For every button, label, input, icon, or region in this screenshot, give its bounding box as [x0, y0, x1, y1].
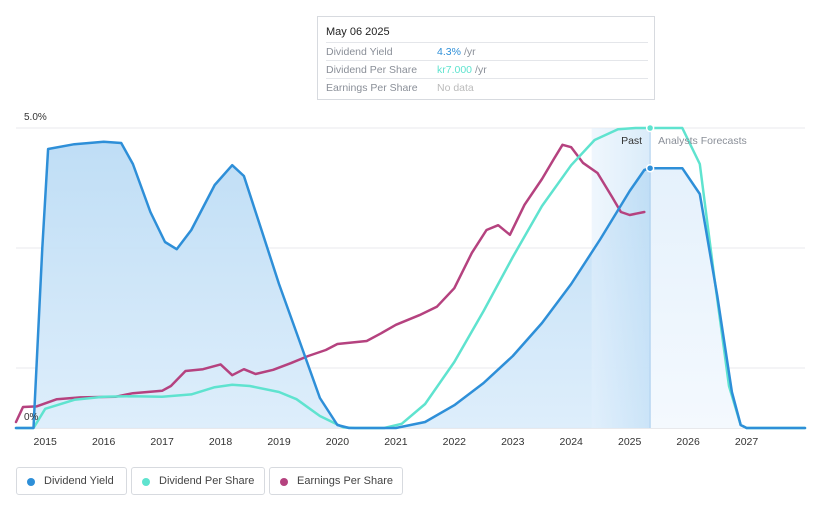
legend-label: Earnings Per Share — [297, 475, 393, 487]
legend-label: Dividend Per Share — [159, 475, 255, 487]
tooltip-value: 4.3% — [437, 46, 461, 58]
tooltip-label: Dividend Per Share — [326, 64, 418, 76]
tooltip-label: Dividend Yield — [326, 46, 393, 58]
y-axis-min-label: 0% — [24, 412, 39, 423]
forecast-area — [650, 168, 805, 428]
series-lines — [14, 123, 807, 430]
legend-dividend-yield[interactable]: Dividend Yield — [16, 467, 127, 495]
x-tick-label: 2015 — [34, 436, 58, 448]
x-tick-label: 2027 — [735, 436, 759, 448]
tooltip-value: kr7.000 — [437, 64, 473, 76]
legend-label: Dividend Yield — [44, 475, 114, 487]
legend-dividend-per-share[interactable]: Dividend Per Share — [131, 467, 265, 495]
tooltip-unit: /yr — [463, 46, 476, 58]
x-tick-label: 2020 — [326, 436, 350, 448]
forecast-label: Analysts Forecasts — [658, 135, 747, 147]
tooltip-row-dividend-yield: Dividend Yield 4.3%/yr — [326, 42, 648, 61]
x-tick-label: 2022 — [443, 436, 467, 448]
x-tick-label: 2016 — [92, 436, 116, 448]
x-tick-label: 2023 — [501, 436, 525, 448]
x-tick-label: 2026 — [676, 436, 700, 448]
earnings-per-share-line — [14, 143, 646, 424]
dividend-yield-area — [16, 141, 651, 429]
x-tick-label: 2025 — [618, 436, 642, 448]
x-tick-label: 2018 — [209, 436, 233, 448]
y-axis-max-label: 5.0% — [24, 112, 47, 123]
dividend-per-share-marker — [645, 123, 655, 133]
legend-earnings-per-share[interactable]: Earnings Per Share — [269, 467, 403, 495]
tooltip-label: Earnings Per Share — [326, 82, 418, 94]
tooltip-row-dividend-per-share: Dividend Per Share kr7.000/yr — [326, 60, 648, 79]
dividend-yield-line — [14, 140, 807, 430]
x-tick-label: 2019 — [267, 436, 291, 448]
past-label: Past — [621, 135, 642, 147]
tooltip: May 06 2025 Dividend Yield 4.3%/yr Divid… — [317, 16, 655, 100]
x-tick-label: 2021 — [384, 436, 408, 448]
axes: 5.0% 0% 2015 2016 2017 2018 2019 2020 2021 2022 20… — [24, 112, 758, 448]
tooltip-date: May 06 2025 — [326, 26, 390, 38]
legend-dot-icon — [142, 478, 150, 486]
tooltip-value: No data — [437, 82, 474, 94]
tooltip-unit: /yr — [475, 64, 487, 76]
tooltip-row-earnings-per-share: Earnings Per Share No data — [326, 78, 648, 97]
dividend-yield-marker — [645, 163, 655, 173]
legend-dot-icon — [280, 478, 288, 486]
x-tick-label: 2024 — [560, 436, 584, 448]
dividend-per-share-line — [14, 126, 807, 430]
legend-dot-icon — [27, 478, 35, 486]
x-tick-label: 2017 — [150, 436, 174, 448]
